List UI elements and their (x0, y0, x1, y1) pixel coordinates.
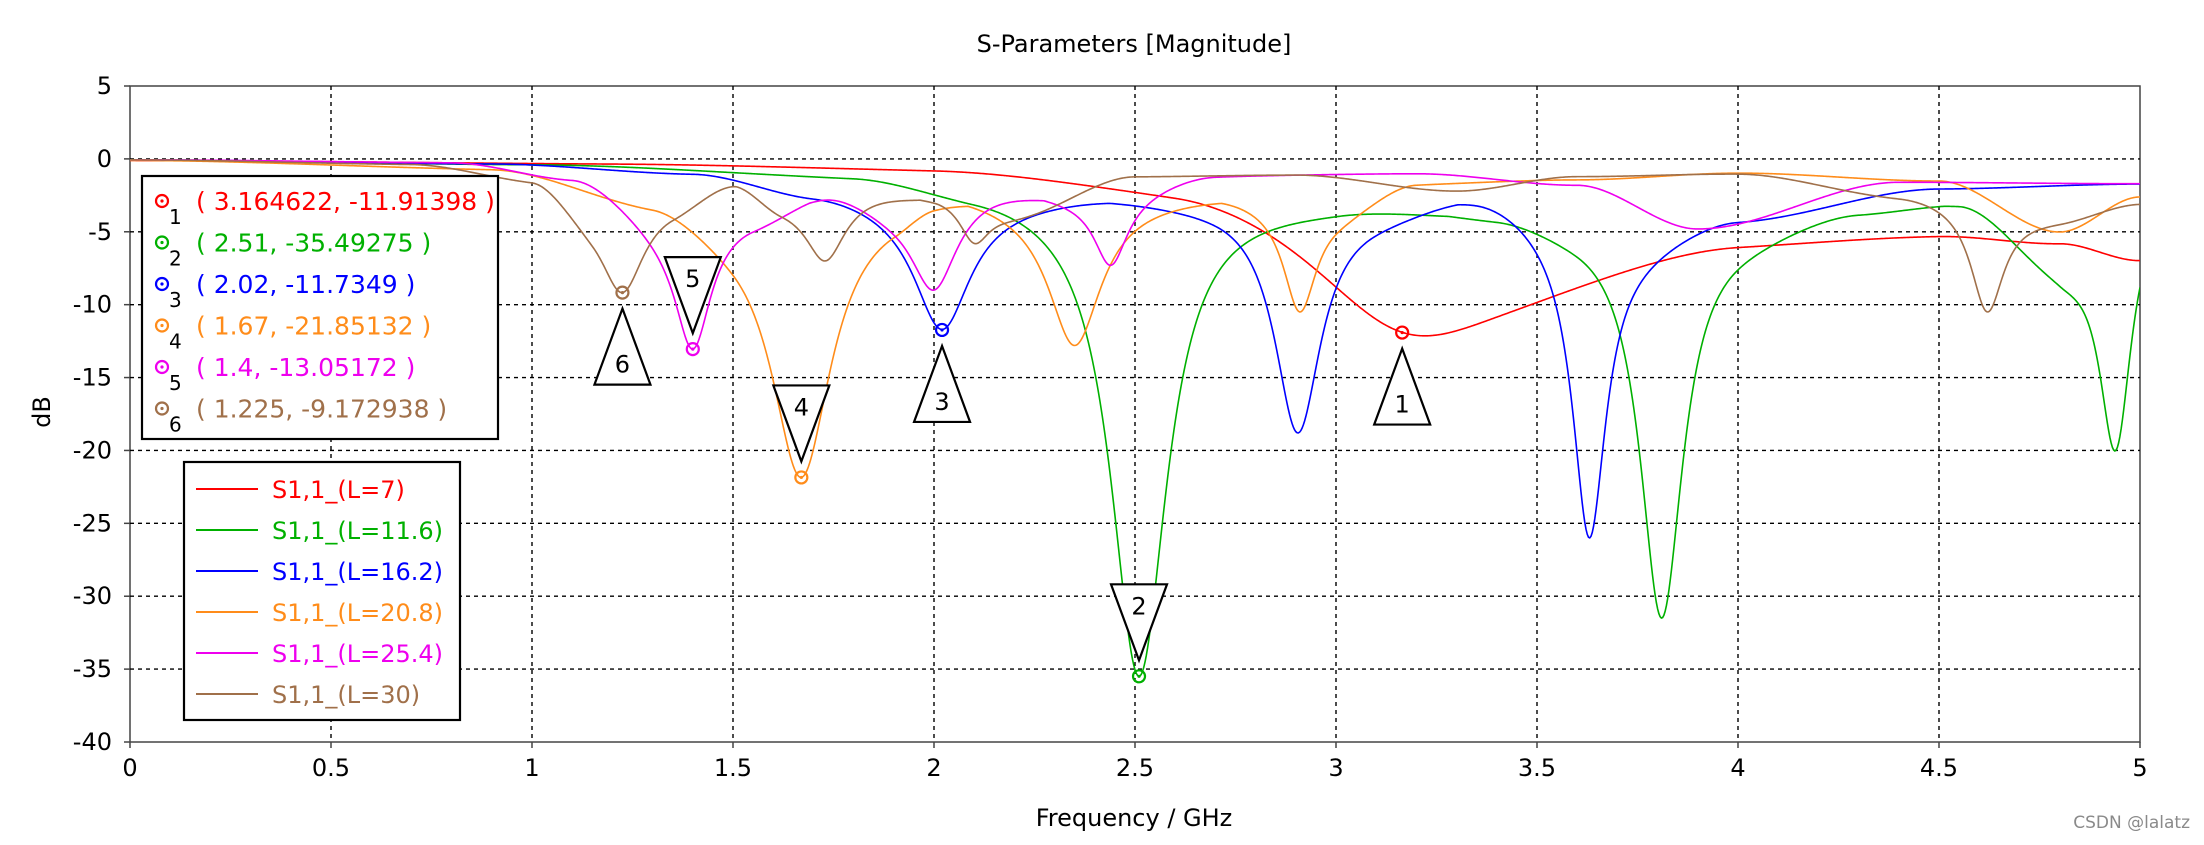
marker-dot-5 (691, 347, 695, 351)
marker-legend-label-4: ( 1.67, -21.85132 ) (196, 312, 431, 341)
legend-label-1: S1,1_(L=7) (272, 476, 405, 504)
x-tick-label: 3 (1328, 754, 1343, 782)
y-tick-label: -20 (73, 436, 112, 464)
marker-legend-id-3: 3 (169, 288, 182, 312)
marker-legend-label-3: ( 2.02, -11.7349 ) (196, 270, 415, 299)
y-tick-label: -5 (88, 218, 112, 246)
series-legend: S1,1_(L=7) S1,1_(L=11.6) S1,1_(L=16.2) S1,1… (182, 460, 462, 722)
x-tick-label: 1.5 (714, 754, 752, 782)
marker-values-box: 1 ( 3.164622, -11.91398 ) 2 ( 2.51, -35.492… (140, 174, 500, 441)
watermark-text: CSDN @lalatz (2073, 813, 2190, 833)
marker-callout-label-1: 1 (1395, 391, 1410, 419)
marker-callout-6 (592, 305, 653, 386)
tick-labels: 0 0.5 1 1.5 2 2.5 3 3.5 4 4.5 5 5 0 -5 -10 -15 -20 -25 -30… (73, 72, 2148, 782)
marker-legend-symbol-6 (154, 401, 170, 416)
marker-callout-4 (771, 384, 831, 465)
x-tick-label: 4 (1730, 754, 1745, 782)
y-tick-label: -35 (73, 655, 112, 683)
marker-legend-label-1: ( 3.164622, -11.91398 ) (196, 187, 495, 216)
series-legend-frame (182, 460, 462, 722)
marker-point-2 (1131, 669, 1147, 684)
legend-label-4: S1,1_(L=20.8) (272, 599, 443, 627)
marker-legend-dot-5 (160, 365, 164, 369)
marker-callout-3 (912, 342, 972, 424)
marker-legend-label-6: ( 1.225, -9.172938 ) (196, 395, 447, 424)
marker-dot-1 (1400, 330, 1404, 335)
marker-legend-id-2: 2 (169, 247, 182, 271)
marker-point-6 (615, 285, 630, 300)
marker-legend-dot-4 (160, 323, 164, 328)
marker-callout-label-4: 4 (794, 393, 809, 421)
series-line-4 (130, 159, 2140, 479)
x-tick-label: 3.5 (1518, 754, 1556, 782)
marker-legend-symbol-3 (154, 276, 170, 292)
marker-callout-1 (1372, 345, 1432, 426)
y-tick-label: 0 (97, 145, 112, 173)
marker-legend-dot-6 (160, 406, 164, 411)
y-tick-label: -40 (73, 728, 112, 756)
chart-title: S-Parameters [Magnitude] (977, 30, 1292, 58)
grid (130, 86, 2140, 742)
x-tick-label: 2 (926, 754, 941, 782)
marker-callout-5 (663, 256, 723, 337)
marker-legend-symbol-4 (154, 318, 170, 333)
y-tick-label: -15 (73, 364, 112, 392)
marker-legend-symbol-2 (154, 235, 170, 250)
marker-legend-id-1: 1 (169, 205, 182, 229)
marker-legend-id-5: 5 (169, 371, 182, 395)
marker-legend-dot-3 (160, 282, 164, 286)
marker-legend-id-6: 6 (169, 413, 182, 437)
x-tick-label: 1 (524, 754, 539, 782)
marker-callout-label-3: 3 (934, 388, 949, 416)
series-group (130, 159, 2140, 678)
marker-callout-2 (1109, 583, 1169, 664)
legend-label-5: S1,1_(L=25.4) (272, 640, 443, 668)
marker-point-3 (934, 322, 950, 338)
marker-dot-3 (940, 328, 944, 332)
y-tick-label: -10 (73, 291, 112, 319)
marker-legend-label-2: ( 2.51, -35.49275 ) (196, 229, 431, 258)
marker-legend-id-4: 4 (169, 330, 182, 354)
marker-values-frame (140, 174, 500, 441)
x-tick-label: 0 (122, 754, 137, 782)
legend-label-3: S1,1_(L=16.2) (272, 558, 443, 586)
y-tick-label: 5 (97, 72, 112, 100)
y-tick-label: -25 (73, 509, 112, 537)
marker-legend-symbol-5 (154, 359, 170, 375)
series-line-5 (130, 159, 2140, 350)
x-tick-label: 0.5 (312, 754, 350, 782)
marker-legend-symbol-1 (154, 193, 170, 209)
marker-point-5 (685, 342, 700, 357)
y-axis-label: dB (28, 396, 56, 428)
y-tick-label: -30 (73, 582, 112, 610)
marker-legend-dot-2 (160, 240, 164, 245)
x-tick-label: 5 (2132, 754, 2147, 782)
marker-callout-label-2: 2 (1131, 592, 1146, 620)
marker-legend-label-5: ( 1.4, -13.05172 ) (196, 353, 415, 382)
marker-legend-dot-1 (160, 199, 164, 203)
x-tick-label: 2.5 (1116, 754, 1154, 782)
legend-label-2: S1,1_(L=11.6) (272, 517, 443, 545)
marker-dot-6 (620, 291, 625, 295)
legend-label-6: S1,1_(L=30) (272, 681, 420, 709)
marker-callout-label-6: 6 (615, 351, 630, 379)
marker-point-1 (1395, 325, 1410, 340)
marker-point-4 (794, 470, 809, 485)
x-axis-label: Frequency / GHz (1036, 804, 1233, 832)
marker-dot-2 (1137, 674, 1141, 678)
x-tick-label: 4.5 (1920, 754, 1958, 782)
marker-dot-4 (799, 475, 803, 480)
series-line-6 (130, 159, 2140, 313)
marker-callout-label-5: 5 (685, 265, 700, 293)
markers: 1 2 3 4 5 6 (592, 256, 1432, 684)
